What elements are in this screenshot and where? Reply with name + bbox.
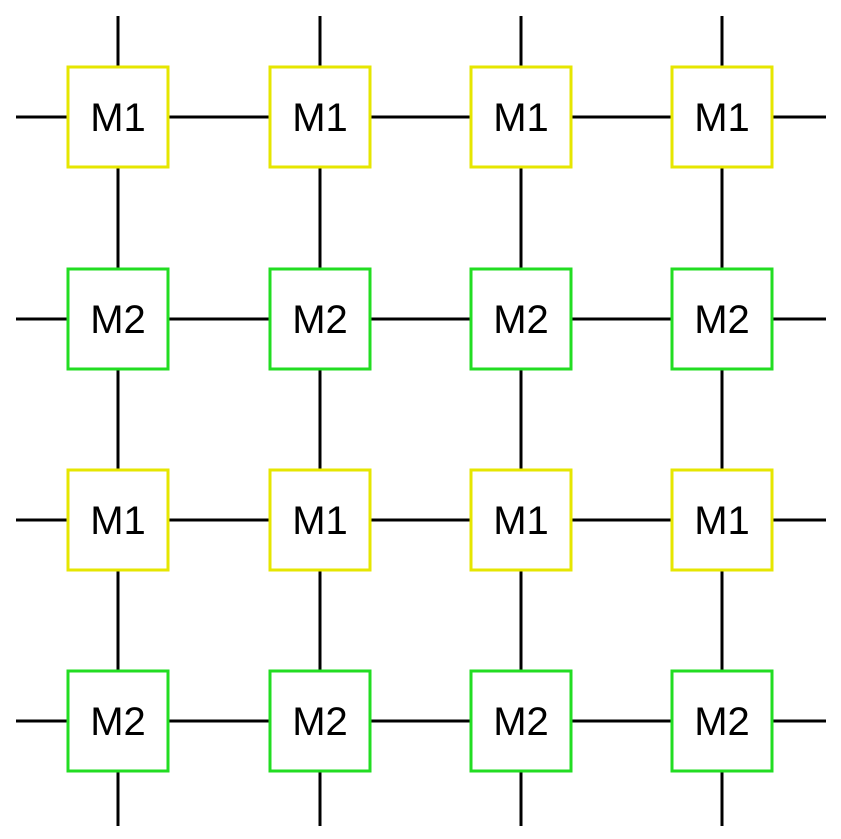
node-m1-r1c3: M1 bbox=[469, 65, 573, 169]
node-m2-r2c3: M2 bbox=[469, 267, 573, 371]
node-label: M2 bbox=[493, 298, 549, 342]
node-label: M2 bbox=[292, 700, 348, 744]
node-m2-r4c1: M2 bbox=[66, 669, 170, 773]
node-box bbox=[670, 65, 774, 169]
node-m2-r4c3: M2 bbox=[469, 669, 573, 773]
node-box bbox=[66, 267, 170, 371]
node-label: M1 bbox=[292, 499, 348, 543]
node-m2-r2c2: M2 bbox=[268, 267, 372, 371]
node-label: M1 bbox=[694, 96, 750, 140]
node-m1-r1c1: M1 bbox=[66, 65, 170, 169]
node-m1-r3c2: M1 bbox=[268, 468, 372, 572]
node-box bbox=[670, 468, 774, 572]
node-m1-r1c4: M1 bbox=[670, 65, 774, 169]
node-box bbox=[670, 669, 774, 773]
node-box bbox=[469, 468, 573, 572]
node-label: M2 bbox=[90, 298, 146, 342]
node-box bbox=[469, 65, 573, 169]
node-label: M2 bbox=[90, 700, 146, 744]
node-label: M1 bbox=[292, 96, 348, 140]
node-box bbox=[66, 669, 170, 773]
node-label: M1 bbox=[90, 96, 146, 140]
node-m1-r3c3: M1 bbox=[469, 468, 573, 572]
node-box bbox=[268, 468, 372, 572]
node-label: M2 bbox=[292, 298, 348, 342]
node-box bbox=[670, 267, 774, 371]
node-box bbox=[469, 669, 573, 773]
node-box bbox=[469, 267, 573, 371]
node-label: M2 bbox=[493, 700, 549, 744]
node-box bbox=[66, 468, 170, 572]
node-label: M2 bbox=[694, 700, 750, 744]
node-m2-r2c1: M2 bbox=[66, 267, 170, 371]
node-label: M1 bbox=[694, 499, 750, 543]
node-label: M1 bbox=[493, 96, 549, 140]
node-box bbox=[268, 267, 372, 371]
node-box bbox=[268, 65, 372, 169]
node-m2-r4c2: M2 bbox=[268, 669, 372, 773]
node-label: M2 bbox=[694, 298, 750, 342]
node-m1-r3c1: M1 bbox=[66, 468, 170, 572]
node-label: M1 bbox=[90, 499, 146, 543]
node-label: M1 bbox=[493, 499, 549, 543]
node-m1-r1c2: M1 bbox=[268, 65, 372, 169]
node-box bbox=[268, 669, 372, 773]
processing-nodes: M1 M1 M1 M1 M2 M2 M2 M2 M1 M1 M1 M1 M2 M2 M2 M2 bbox=[66, 65, 774, 773]
node-m1-r3c4: M1 bbox=[670, 468, 774, 572]
node-m2-r4c4: M2 bbox=[670, 669, 774, 773]
node-m2-r2c4: M2 bbox=[670, 267, 774, 371]
node-box bbox=[66, 65, 170, 169]
